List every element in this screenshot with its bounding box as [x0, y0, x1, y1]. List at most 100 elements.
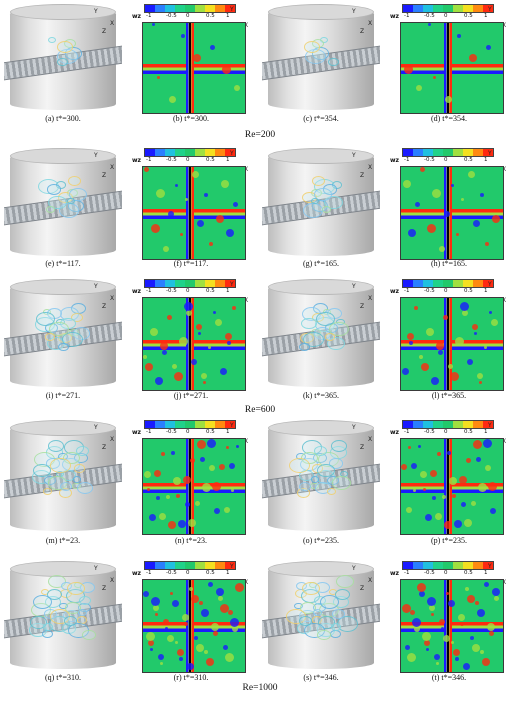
- vortex-spot-shape: [168, 211, 174, 217]
- vortex-spot-shape: [174, 372, 183, 381]
- vortex-spot-shape: [204, 650, 208, 654]
- vortex-spot-shape: [452, 494, 456, 498]
- panel-caption: (t) t*=346.: [431, 673, 467, 682]
- colorbar-swatch: [473, 280, 483, 287]
- vortex-spot-shape: [480, 193, 484, 197]
- vortex-spot-shape: [455, 657, 459, 661]
- colorbar-swatch: [413, 149, 423, 156]
- vortex-spot-shape: [225, 653, 234, 662]
- vortex-spot-shape: [229, 463, 235, 469]
- vortex-spot-shape: [153, 605, 159, 611]
- vortex-spot-shape: [437, 452, 441, 456]
- vortex-spot-shape: [213, 311, 216, 314]
- vortex-spot-shape: [414, 626, 420, 632]
- vortex-spot-shape: [436, 662, 439, 665]
- vortex-structure-shape: [313, 609, 323, 617]
- panel-caption: (o) t*=235.: [302, 536, 340, 545]
- centerline-shape: [446, 439, 449, 534]
- axis-y-label: Y: [488, 6, 492, 13]
- vortex-spot-shape: [220, 368, 227, 375]
- vortex-spot-shape: [188, 519, 196, 527]
- vortex-spot-shape: [407, 653, 416, 662]
- vortex-structure-shape: [324, 333, 335, 341]
- vortex-structure-shape: [64, 602, 81, 615]
- colorbar-tick-label: -0.5: [424, 13, 435, 19]
- colorbar-swatch: [453, 562, 463, 569]
- figure-panel: Y X Z (c) t*=354.: [262, 4, 380, 126]
- vortex-spot-shape: [234, 85, 240, 91]
- vortex-spot-shape: [448, 600, 455, 607]
- colorbar-swatch: [175, 562, 185, 569]
- vortex-structure-shape: [316, 629, 331, 641]
- axis-z-label: Z: [360, 28, 365, 35]
- vortex-structure-shape: [328, 321, 349, 337]
- vortex-spot-shape: [224, 507, 230, 513]
- vortex-spot-shape: [467, 595, 475, 603]
- colorbar-swatch: [165, 421, 175, 428]
- vortex-spot-shape: [218, 596, 223, 601]
- colorbar-swatch: [473, 421, 483, 428]
- jet-stripe-shape: [401, 209, 503, 220]
- colorbar-tick-label: 0.5: [464, 429, 473, 435]
- vortex-spot-shape: [460, 302, 469, 311]
- panel-caption: (l) t*=365.: [431, 391, 467, 400]
- colorbar-tick-label: 0.5: [206, 13, 215, 19]
- figure-panel: Y X Z (m) t*=23.: [4, 420, 122, 548]
- vortex-spot-shape: [178, 520, 186, 528]
- vortex-spot-shape: [179, 657, 183, 661]
- jet-stripe-shape: [401, 482, 503, 493]
- vortex-spot-shape: [185, 502, 190, 507]
- colorbar-swatch: [473, 5, 483, 12]
- axis-x-label: X: [110, 436, 115, 443]
- vortex-spot-shape: [471, 501, 476, 506]
- colorbar: [144, 279, 236, 288]
- vorticity-field: [142, 22, 246, 114]
- axis-x-label: X: [110, 20, 115, 27]
- vortex-spot-shape: [158, 654, 164, 660]
- colorbar-swatch: [403, 421, 413, 428]
- figure-panel: Y X Z (a) t*=300.: [4, 4, 122, 126]
- colorbar-label: wz: [132, 429, 142, 436]
- vortex-spot-shape: [200, 457, 205, 462]
- vortex-spot-shape: [489, 311, 492, 314]
- vortex-spot-shape: [175, 641, 178, 644]
- colorbar-label: wz: [390, 13, 400, 20]
- colorbar-swatch: [423, 5, 433, 12]
- figure-panel: Y X Z (s) t*=346.: [262, 561, 380, 685]
- vortex-structure-shape: [298, 616, 312, 626]
- vortex-structure-shape: [76, 481, 93, 494]
- vortex-spot-shape: [455, 337, 464, 346]
- vortex-spot-shape: [192, 171, 199, 178]
- axis-z-label: Z: [102, 585, 107, 592]
- colorbar-swatch: [195, 149, 205, 156]
- colorbar-tick-label: 0: [444, 157, 448, 163]
- colorbar-tick-label: -0.5: [166, 570, 177, 576]
- axis-x-label: X: [244, 438, 249, 445]
- cylinder-top-shape: [268, 420, 374, 436]
- vortex-spot-shape: [143, 355, 147, 359]
- vortex-structure-shape: [334, 588, 350, 600]
- vortex-structure-shape: [45, 205, 55, 213]
- vortex-spot-shape: [167, 315, 172, 320]
- panel-caption: (h) t*=165.: [430, 259, 468, 268]
- colorbar: [144, 561, 236, 570]
- axis-x-label: X: [368, 20, 373, 27]
- colorbar-tick-label: 1: [226, 570, 230, 576]
- vortex-spot-shape: [221, 180, 229, 188]
- colorbar-tick-label: 0.5: [206, 570, 215, 576]
- axis-x-label: X: [368, 577, 373, 584]
- colorbar-tick-label: 0.5: [464, 13, 473, 19]
- colorbar-swatch: [453, 149, 463, 156]
- vortex-structure-shape: [47, 184, 62, 195]
- figure-panel: wz -1 -0.5 0 0.5 1 Y X (h) t*=165.: [390, 148, 508, 271]
- axis-z-label: Z: [102, 172, 107, 179]
- vortex-spot-shape: [184, 302, 193, 311]
- vortex-spot-shape: [459, 476, 467, 484]
